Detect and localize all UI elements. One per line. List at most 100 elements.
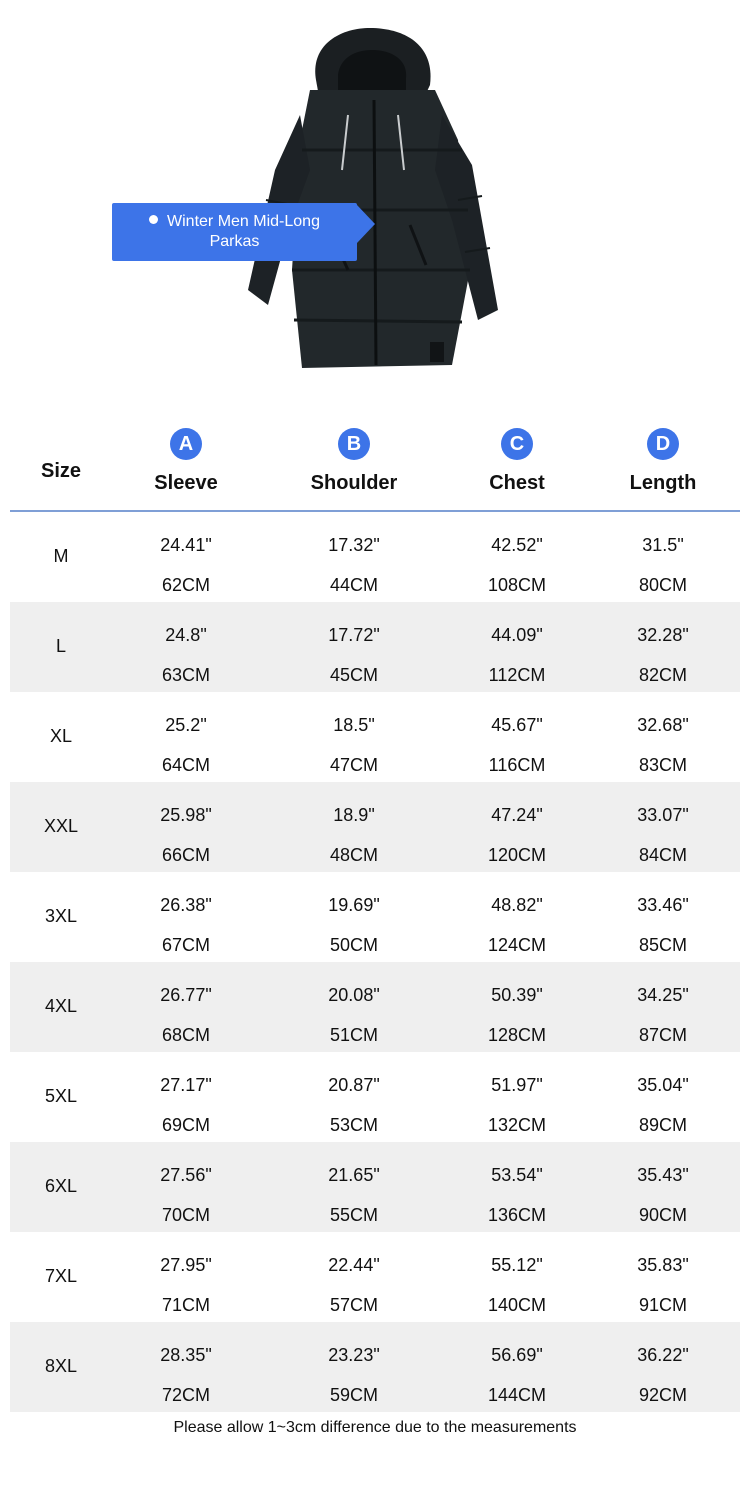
table-row: 4XL 26.77" 68CM 20.08" 51CM 50.39" 128CM 34.25"… — [10, 962, 740, 1052]
shoulder-cm-cell: 59CM — [329, 1385, 378, 1405]
chest-inch-cell: 56.69" — [491, 1345, 543, 1365]
chest-inch-cell: 42.52" — [491, 535, 543, 555]
chest-cm-cell: 108CM — [487, 575, 547, 595]
header-shoulder-label: Shoulder — [310, 472, 398, 494]
size-cell: 3XL — [44, 906, 78, 926]
table-row: 3XL 26.38" 67CM 19.69" 50CM 48.82" 124CM 33.46"… — [10, 872, 740, 962]
length-cm-cell: 90CM — [638, 1205, 687, 1225]
chest-inch-cell: 47.24" — [491, 805, 543, 825]
badge-c: C — [501, 428, 533, 460]
shoulder-inch-cell: 19.69" — [328, 895, 380, 915]
chest-cm-cell: 120CM — [487, 845, 547, 865]
length-cm-cell: 92CM — [638, 1385, 687, 1405]
size-cell: M — [53, 546, 69, 566]
header-size-label: Size — [40, 460, 82, 482]
shoulder-inch-cell: 17.72" — [328, 625, 380, 645]
size-cell: 5XL — [44, 1086, 78, 1106]
sleeve-inch-cell: 27.95" — [160, 1255, 212, 1275]
sleeve-cm-cell: 63CM — [161, 665, 210, 685]
chest-inch-cell: 44.09" — [491, 625, 543, 645]
length-cm-cell: 89CM — [638, 1115, 687, 1135]
sleeve-inch-cell: 28.35" — [160, 1345, 212, 1365]
size-cell: 8XL — [44, 1356, 78, 1376]
shoulder-cm-cell: 47CM — [329, 755, 378, 775]
sleeve-cm-cell: 68CM — [161, 1025, 210, 1045]
shoulder-inch-cell: 18.9" — [333, 805, 375, 825]
shoulder-cm-cell: 51CM — [329, 1025, 378, 1045]
length-cm-cell: 83CM — [638, 755, 687, 775]
length-inch-cell: 32.68" — [637, 715, 689, 735]
size-chart-table: Size A Sleeve B Shoulder C Chest D Lengt… — [10, 420, 740, 1412]
sleeve-inch-cell: 26.77" — [160, 985, 212, 1005]
chest-cm-cell: 124CM — [487, 935, 547, 955]
header-chest: C Chest — [448, 420, 586, 510]
measurement-note: Please allow 1~3cm difference due to the… — [173, 1419, 577, 1436]
parka-image — [248, 28, 498, 368]
table-row: XL 25.2" 64CM 18.5" 47CM 45.67" 116CM 32.68" 83C… — [10, 692, 740, 782]
size-cell: 7XL — [44, 1266, 78, 1286]
size-cell: 4XL — [44, 996, 78, 1016]
size-cell: L — [55, 636, 66, 656]
table-row: 6XL 27.56" 70CM 21.65" 55CM 53.54" 136CM 35.43"… — [10, 1142, 740, 1232]
shoulder-cm-cell: 53CM — [329, 1115, 378, 1135]
size-cell: XXL — [43, 816, 79, 836]
length-inch-cell: 34.25" — [637, 985, 689, 1005]
sleeve-cm-cell: 69CM — [161, 1115, 210, 1135]
shoulder-inch-cell: 18.5" — [333, 715, 375, 735]
chest-cm-cell: 140CM — [487, 1295, 547, 1315]
length-cm-cell: 82CM — [638, 665, 687, 685]
chest-inch-cell: 50.39" — [491, 985, 543, 1005]
table-row: L 24.8" 63CM 17.72" 45CM 44.09" 112CM 32.28" 82C… — [10, 602, 740, 692]
header-length-label: Length — [629, 472, 697, 494]
sleeve-inch-cell: 26.38" — [160, 895, 212, 915]
sleeve-cm-cell: 64CM — [161, 755, 210, 775]
shoulder-inch-cell: 23.23" — [328, 1345, 380, 1365]
table-body: M 24.41" 62CM 17.32" 44CM 42.52" 108CM 31.5" 80C… — [10, 512, 740, 1412]
length-inch-cell: 36.22" — [637, 1345, 689, 1365]
length-inch-cell: 33.46" — [637, 895, 689, 915]
shoulder-inch-cell: 20.87" — [328, 1075, 380, 1095]
chest-inch-cell: 53.54" — [491, 1165, 543, 1185]
table-row: XXL 25.98" 66CM 18.9" 48CM 47.24" 120CM 33.07" 8… — [10, 782, 740, 872]
chest-cm-cell: 128CM — [487, 1025, 547, 1045]
length-inch-cell: 31.5" — [642, 535, 684, 555]
chest-cm-cell: 112CM — [488, 665, 546, 685]
length-cm-cell: 80CM — [638, 575, 687, 595]
product-hero: Winter Men Mid-Long Parkas — [0, 0, 750, 400]
chest-cm-cell: 136CM — [487, 1205, 547, 1225]
chest-cm-cell: 132CM — [487, 1115, 547, 1135]
header-chest-label: Chest — [489, 472, 545, 494]
length-cm-cell: 84CM — [638, 845, 687, 865]
badge-d: D — [647, 428, 679, 460]
callout-arrow-icon — [357, 205, 375, 243]
chest-inch-cell: 55.12" — [491, 1255, 543, 1275]
header-shoulder: B Shoulder — [260, 420, 448, 510]
length-cm-cell: 87CM — [638, 1025, 687, 1045]
chest-inch-cell: 48.82" — [491, 895, 543, 915]
size-cell: XL — [49, 726, 73, 746]
table-row: M 24.41" 62CM 17.32" 44CM 42.52" 108CM 31.5" 80C… — [10, 512, 740, 602]
shoulder-inch-cell: 17.32" — [328, 535, 380, 555]
length-inch-cell: 33.07" — [637, 805, 689, 825]
sleeve-inch-cell: 24.8" — [165, 625, 207, 645]
shoulder-inch-cell: 21.65" — [328, 1165, 380, 1185]
header-size: Size — [10, 420, 112, 510]
length-inch-cell: 32.28" — [637, 625, 689, 645]
length-inch-cell: 35.83" — [637, 1255, 689, 1275]
sleeve-inch-cell: 24.41" — [160, 535, 212, 555]
sleeve-cm-cell: 71CM — [161, 1295, 210, 1315]
bullet-dot-icon — [149, 215, 159, 224]
shoulder-cm-cell: 55CM — [329, 1205, 378, 1225]
length-cm-cell: 85CM — [638, 935, 687, 955]
length-inch-cell: 35.04" — [637, 1075, 689, 1095]
shoulder-inch-cell: 22.44" — [328, 1255, 380, 1275]
header-sleeve: A Sleeve — [112, 420, 260, 510]
sleeve-inch-cell: 27.17" — [160, 1075, 212, 1095]
chest-cm-cell: 144CM — [487, 1385, 547, 1405]
shoulder-cm-cell: 44CM — [329, 575, 378, 595]
sleeve-cm-cell: 67CM — [161, 935, 210, 955]
table-row: 7XL 27.95" 71CM 22.44" 57CM 55.12" 140CM 35.83"… — [10, 1232, 740, 1322]
badge-b: B — [338, 428, 370, 460]
table-row: 5XL 27.17" 69CM 20.87" 53CM 51.97" 132CM 35.04"… — [10, 1052, 740, 1142]
sleeve-cm-cell: 72CM — [161, 1385, 210, 1405]
